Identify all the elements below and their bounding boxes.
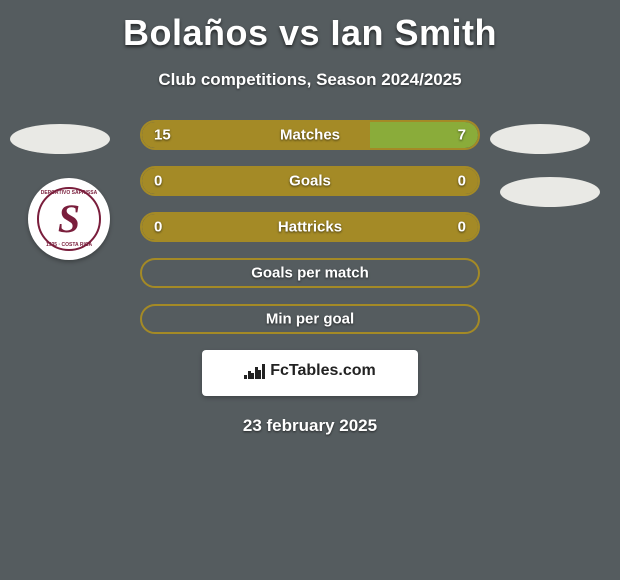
subtitle: Club competitions, Season 2024/2025 xyxy=(0,70,620,90)
stat-bar: 00Hattricks xyxy=(140,212,480,242)
stat-bar: 00Goals xyxy=(140,166,480,196)
bar-fill-left xyxy=(142,168,478,194)
badge-top-text: DEPORTIVO SAPRISSA xyxy=(41,190,97,196)
stat-value-right: 0 xyxy=(458,173,466,190)
stat-label: Goals per match xyxy=(142,265,478,282)
stat-value-right: 0 xyxy=(458,219,466,236)
stats-container: 157Matches00Goals00HattricksGoals per ma… xyxy=(140,120,480,334)
stat-bar: 157Matches xyxy=(140,120,480,150)
stat-bar: Goals per match xyxy=(140,258,480,288)
page-title: Bolaños vs Ian Smith xyxy=(0,0,620,54)
stat-value-left: 15 xyxy=(154,127,171,144)
player-avatar-right-1 xyxy=(490,124,590,154)
player-avatar-right-2 xyxy=(500,177,600,207)
date-text: 23 february 2025 xyxy=(0,416,620,436)
stat-bar: Min per goal xyxy=(140,304,480,334)
fctables-attribution[interactable]: FcTables.com xyxy=(202,350,418,396)
stat-label: Min per goal xyxy=(142,311,478,328)
badge-bottom-text: 1935 · COSTA RICA xyxy=(46,242,92,248)
club-badge-inner: DEPORTIVO SAPRISSA S 1935 · COSTA RICA xyxy=(37,187,101,251)
fctables-label: FcTables.com xyxy=(270,362,376,380)
club-badge: DEPORTIVO SAPRISSA S 1935 · COSTA RICA xyxy=(28,178,110,260)
bar-fill-left xyxy=(142,122,370,148)
bar-chart-icon xyxy=(244,363,264,379)
player-avatar-left xyxy=(10,124,110,154)
stat-value-left: 0 xyxy=(154,173,162,190)
badge-letter: S xyxy=(58,199,80,239)
bar-fill-left xyxy=(142,214,478,240)
stat-value-left: 0 xyxy=(154,219,162,236)
stat-value-right: 7 xyxy=(458,127,466,144)
